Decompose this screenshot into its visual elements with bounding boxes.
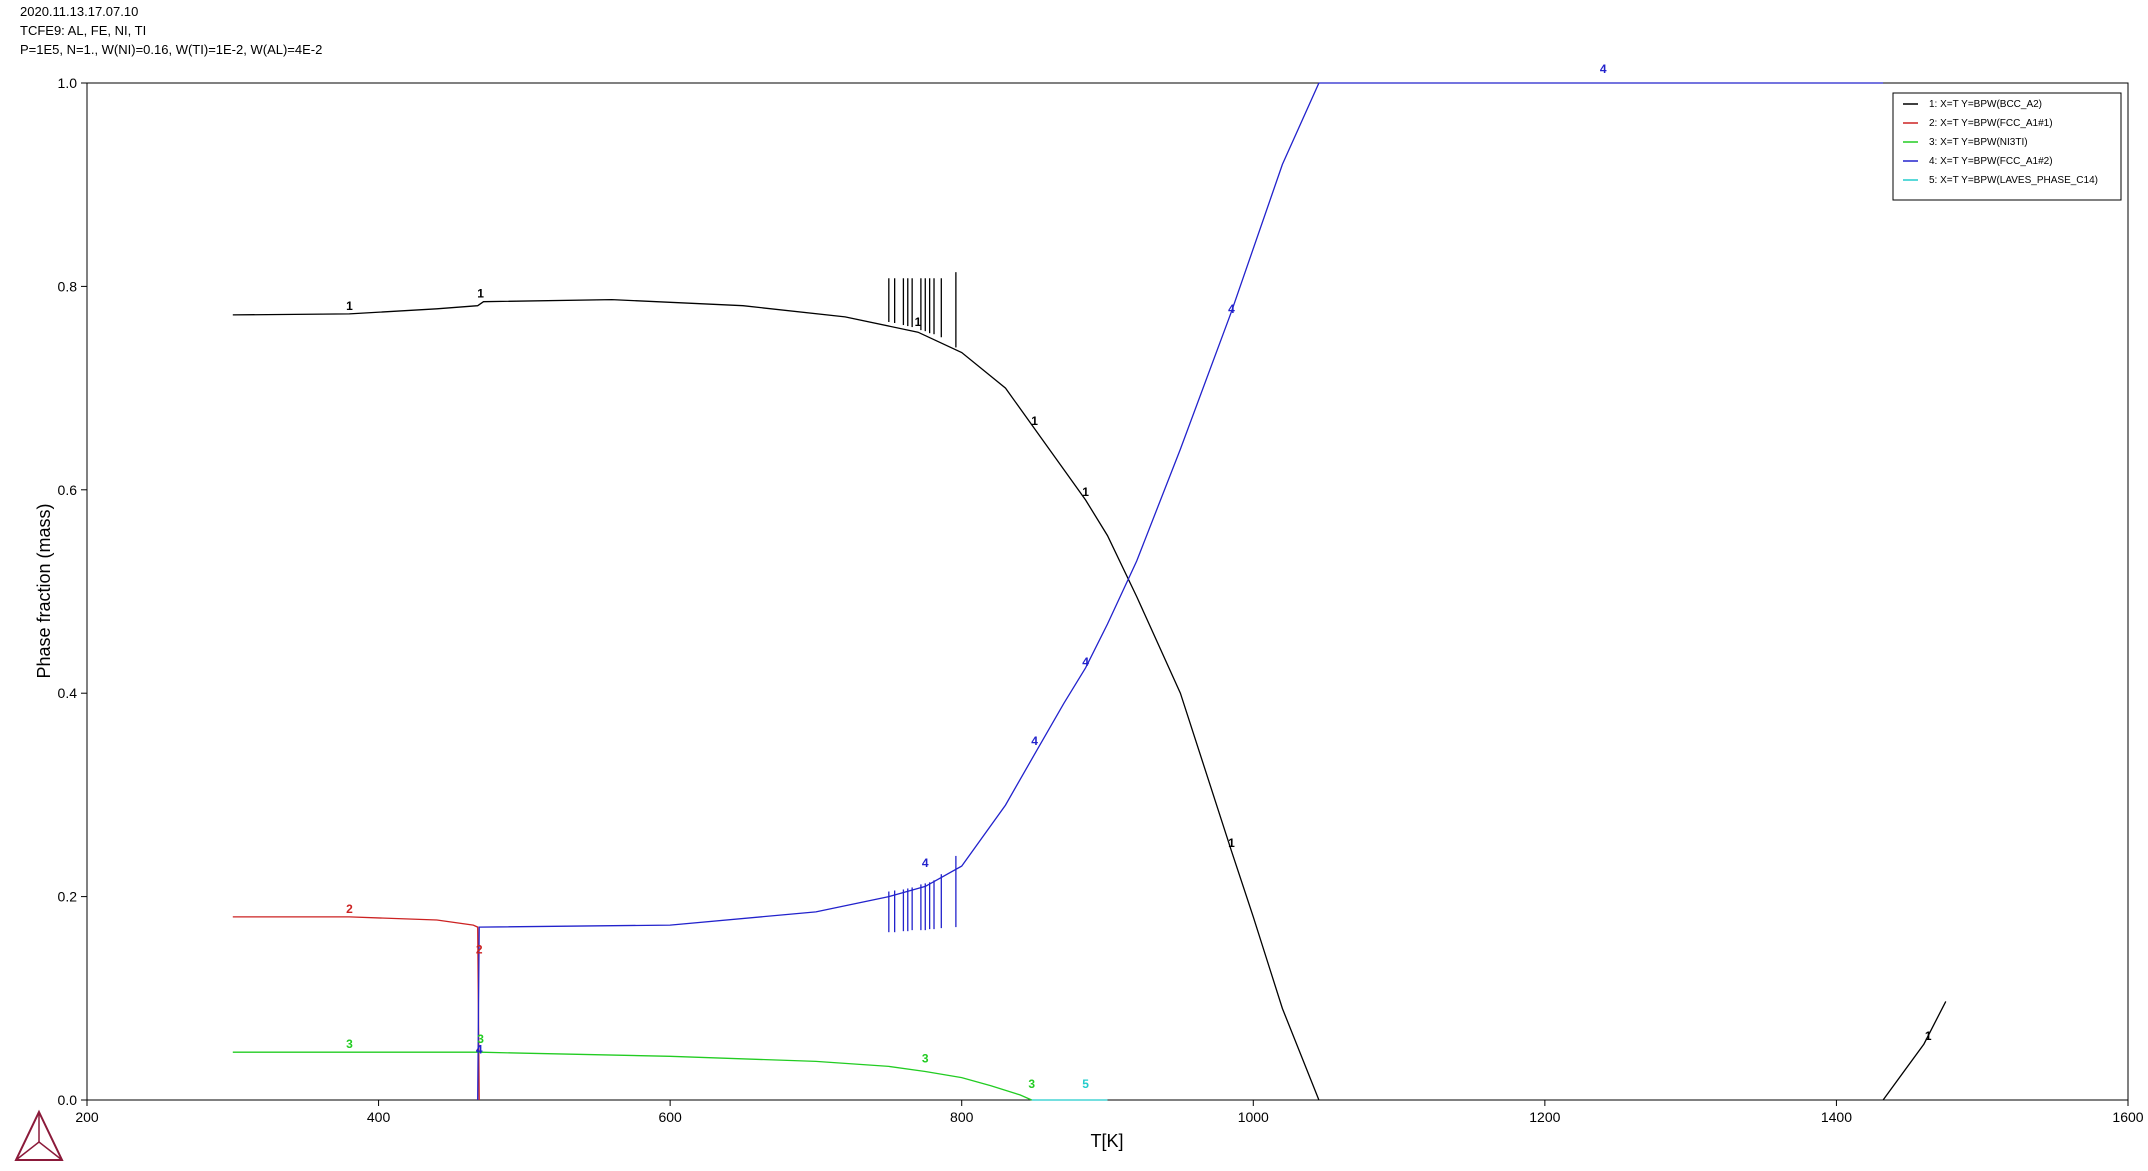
y-tick-label: 0.4 xyxy=(58,685,78,701)
x-axis-title: T[K] xyxy=(1090,1131,1123,1151)
thermo-calc-logo-icon xyxy=(14,1109,64,1161)
series-1-curve-label: 1 xyxy=(1031,414,1038,428)
series-3-curve-label: 3 xyxy=(922,1051,929,1065)
y-tick-label: 0.2 xyxy=(58,889,78,905)
x-tick-label: 1000 xyxy=(1238,1109,1269,1125)
x-tick-label: 200 xyxy=(75,1109,99,1125)
series-2-curve-label: 2 xyxy=(476,943,483,957)
calculation-header: 2020.11.13.17.07.10 TCFE9: AL, FE, NI, T… xyxy=(20,2,322,59)
series-1-line xyxy=(232,298,1320,1101)
legend-entry: 5: X=T Y=BPW(LAVES_PHASE_C14) xyxy=(1929,175,2098,186)
curves-layer xyxy=(232,82,1947,1101)
y-tick-label: 0.0 xyxy=(58,1092,78,1108)
x-tick-label: 600 xyxy=(658,1109,682,1125)
legend-box xyxy=(1892,92,2122,201)
series-2-curve-label: 2 xyxy=(346,902,353,916)
series-4-curve-label: 4 xyxy=(922,856,929,870)
series-3-curve-label: 3 xyxy=(1028,1077,1035,1091)
x-tick-label: 1600 xyxy=(2112,1109,2143,1125)
x-tick-label: 1200 xyxy=(1529,1109,1560,1125)
series-4-curve-label: 4 xyxy=(1082,655,1089,669)
plot-frame xyxy=(86,82,2129,1101)
y-tick-label: 1.0 xyxy=(58,75,78,91)
series-3-line xyxy=(232,1051,1032,1101)
y-tick-label: 0.8 xyxy=(58,278,78,294)
series-4-curve-label: 4 xyxy=(1600,62,1607,76)
series-5-curve-label: 5 xyxy=(1082,1077,1089,1091)
y-axis-title: Phase fraction (mass) xyxy=(34,503,54,678)
series-1-curve-label: 1 xyxy=(915,315,922,329)
legend-entry: 3: X=T Y=BPW(NI3TI) xyxy=(1929,137,2028,148)
x-axis: 200 400 600 800 1000 1200 1400 1600 xyxy=(75,1100,2144,1125)
legend-entry: 4: X=T Y=BPW(FCC_A1#2) xyxy=(1929,156,2053,167)
timestamp-text: 2020.11.13.17.07.10 xyxy=(20,4,139,19)
x-tick-label: 400 xyxy=(367,1109,391,1125)
series-1-curve-label: 1 xyxy=(1082,485,1089,499)
series-1-curve-label: 1 xyxy=(1228,836,1235,850)
x-tick-label: 1400 xyxy=(1821,1109,1852,1125)
legend-entry: 1: X=T Y=BPW(BCC_A2) xyxy=(1929,99,2042,110)
series-1-curve-label: 1 xyxy=(1925,1029,1932,1043)
series-4-line xyxy=(477,82,1320,1101)
series-4-curve-label: 4 xyxy=(1031,734,1038,748)
x-tick-label: 800 xyxy=(950,1109,974,1125)
conditions-text: P=1E5, N=1., W(NI)=0.16, W(TI)=1E-2, W(A… xyxy=(20,42,323,57)
series-1-curve-label: 1 xyxy=(477,287,484,301)
series-4-curve-label: 4 xyxy=(476,1042,483,1056)
database-text: TCFE9: AL, FE, NI, TI xyxy=(20,23,147,38)
series-1-curve-label: 1 xyxy=(346,299,353,313)
legend-entry: 2: X=T Y=BPW(FCC_A1#1) xyxy=(1929,118,2053,129)
series-3-curve-label: 3 xyxy=(346,1037,353,1051)
legend: 1: X=T Y=BPW(BCC_A2) 2: X=T Y=BPW(FCC_A1#… xyxy=(1892,92,2122,201)
series-3-curve-label: 3 xyxy=(477,1032,484,1046)
y-axis: 0.0 0.2 0.4 0.6 0.8 1.0 xyxy=(58,75,87,1108)
series-2-line xyxy=(232,916,480,1101)
series-4-curve-label: 4 xyxy=(1228,302,1235,316)
y-tick-label: 0.6 xyxy=(58,482,78,498)
series-1-line xyxy=(1882,1001,1947,1101)
